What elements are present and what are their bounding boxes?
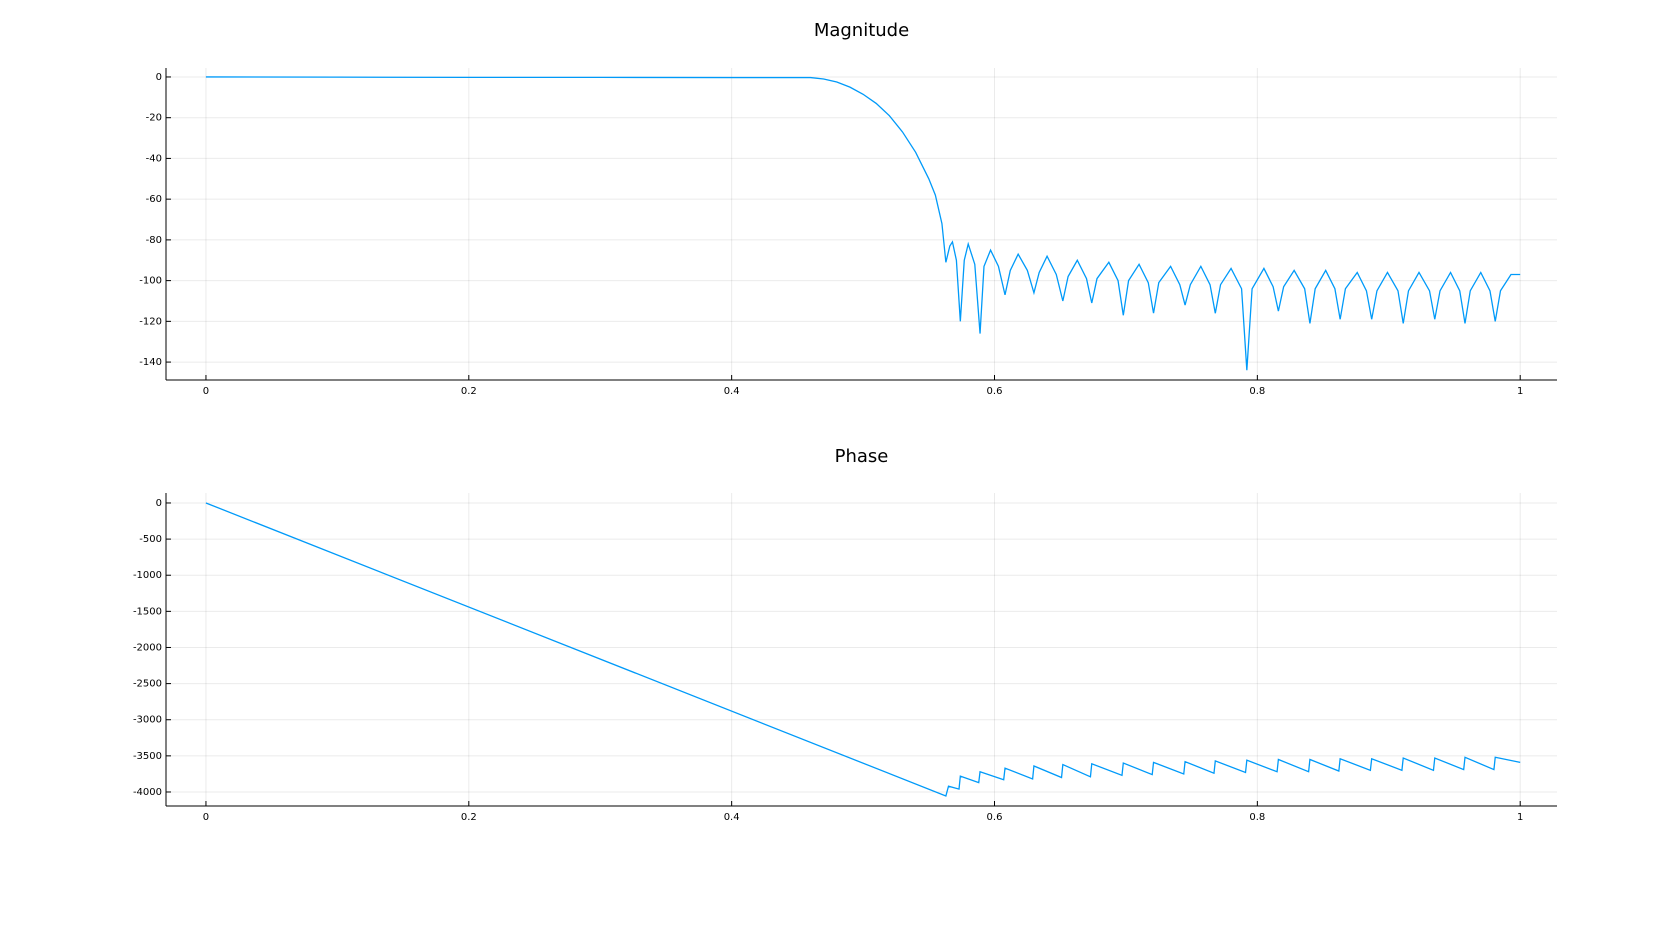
x-tick-label: 0.4	[724, 386, 740, 397]
x-tick-label: 1	[1517, 812, 1523, 823]
y-tick-label: -80	[146, 235, 162, 246]
y-tick-label: -3500	[133, 751, 162, 762]
chart-title: Magnitude	[814, 20, 909, 41]
x-tick-label: 0	[203, 386, 209, 397]
x-tick-label: 1	[1517, 386, 1523, 397]
y-tick-label: -1500	[133, 606, 162, 617]
x-tick-label: 0.8	[1249, 812, 1265, 823]
y-tick-label: -2500	[133, 679, 162, 690]
y-tick-label: -140	[139, 357, 162, 368]
y-tick-label: 0	[156, 72, 162, 83]
x-tick-label: 0.6	[987, 812, 1003, 823]
x-tick-label: 0.6	[987, 386, 1003, 397]
x-tick-label: 0.2	[461, 386, 477, 397]
y-tick-label: -4000	[133, 787, 162, 798]
y-tick-label: -20	[146, 113, 162, 124]
y-tick-label: 0	[156, 498, 162, 509]
data-line	[205, 502, 1521, 797]
x-tick-label: 0.4	[724, 812, 740, 823]
y-tick-label: -100	[139, 276, 162, 287]
chart-title: Phase	[835, 446, 889, 467]
y-tick-label: -1000	[133, 570, 162, 581]
x-tick-label: 0	[203, 812, 209, 823]
x-tick-label: 0.8	[1249, 386, 1265, 397]
x-tick-label: 0.2	[461, 812, 477, 823]
y-tick-label: -500	[139, 534, 162, 545]
y-tick-label: -3000	[133, 715, 162, 726]
data-line	[205, 76, 1521, 371]
y-tick-label: -40	[146, 153, 162, 164]
y-tick-label: -60	[146, 194, 162, 205]
y-tick-label: -120	[139, 316, 162, 327]
y-tick-label: -2000	[133, 642, 162, 653]
